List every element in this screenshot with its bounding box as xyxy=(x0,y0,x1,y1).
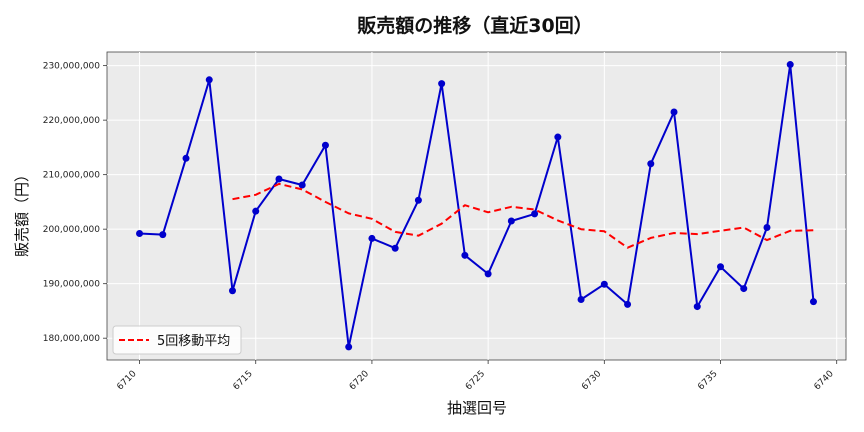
x-axis-label: 抽選回号 xyxy=(447,399,507,417)
data-point xyxy=(321,141,329,149)
x-tick-label: 6735 xyxy=(696,369,719,392)
legend: 5回移動平均 xyxy=(112,325,242,355)
data-point xyxy=(693,303,701,311)
data-point xyxy=(391,244,399,252)
data-point xyxy=(670,108,678,116)
data-point xyxy=(531,210,539,218)
y-tick-label: 210,000,000 xyxy=(43,171,101,181)
series-line-sales xyxy=(139,63,815,348)
series-line-moving-average xyxy=(232,182,814,249)
data-point xyxy=(647,160,655,168)
data-point xyxy=(461,251,469,259)
y-tick-label: 220,000,000 xyxy=(43,116,101,126)
y-tick-label: 190,000,000 xyxy=(43,280,101,290)
x-tick-label: 6710 xyxy=(115,369,138,392)
y-tick-label: 230,000,000 xyxy=(43,62,101,72)
data-point xyxy=(159,231,167,239)
chart-title: 販売額の推移（直近30回） xyxy=(357,14,592,37)
series-group xyxy=(136,61,817,351)
legend-box xyxy=(112,325,242,355)
data-point xyxy=(624,300,632,308)
data-point xyxy=(252,207,260,215)
x-tick-label: 6715 xyxy=(232,369,255,392)
data-point xyxy=(275,175,283,183)
x-ticks: 6710 6715 6720 6725 6730 6735 6740 xyxy=(115,360,838,392)
x-tick-label: 6730 xyxy=(580,369,603,392)
data-point xyxy=(414,196,422,204)
data-point xyxy=(577,295,585,303)
data-point xyxy=(507,217,515,225)
x-tick-label: 6720 xyxy=(348,369,371,392)
y-ticks: 180,000,000 190,000,000 200,000,000 210,000… xyxy=(43,62,107,344)
grid xyxy=(107,52,846,360)
y-axis-label: 販売額（円） xyxy=(13,167,31,257)
data-point xyxy=(368,234,376,242)
data-point xyxy=(740,285,748,293)
x-tick-label: 6740 xyxy=(813,369,836,392)
data-point xyxy=(182,154,190,162)
data-point xyxy=(554,133,562,141)
legend-label-moving-average: 5回移動平均 xyxy=(157,334,230,349)
data-point xyxy=(298,181,306,189)
data-point xyxy=(205,76,213,84)
data-point xyxy=(763,224,771,232)
data-point xyxy=(786,61,794,69)
data-point xyxy=(717,263,725,271)
y-tick-label: 180,000,000 xyxy=(43,334,101,344)
x-tick-label: 6725 xyxy=(464,369,487,392)
y-tick-label: 200,000,000 xyxy=(43,225,101,235)
data-point xyxy=(484,270,492,278)
data-point xyxy=(345,343,353,351)
data-point xyxy=(228,287,236,295)
data-point xyxy=(600,280,608,288)
data-point xyxy=(809,298,817,306)
data-point xyxy=(136,230,144,238)
plot-area xyxy=(106,51,847,361)
data-point xyxy=(438,80,446,88)
